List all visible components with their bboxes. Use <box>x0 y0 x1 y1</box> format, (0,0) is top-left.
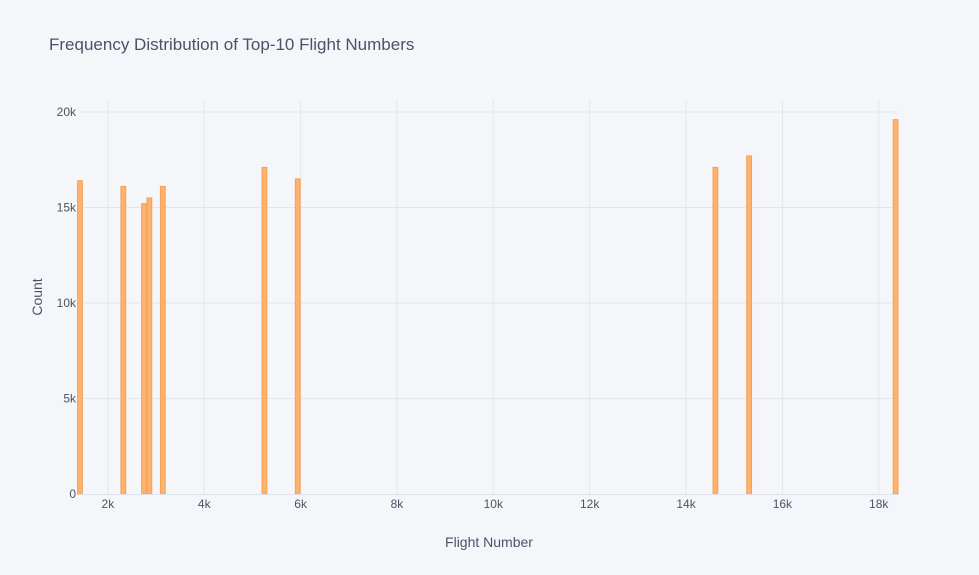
y-tick-label: 0 <box>69 487 76 501</box>
y-tick-label: 20k <box>57 105 77 119</box>
x-tick-label: 12k <box>580 497 600 511</box>
x-tick-label: 4k <box>198 497 212 511</box>
grid-lines <box>79 100 898 494</box>
y-tick-label: 15k <box>57 201 77 215</box>
x-tick-label: 2k <box>102 497 116 511</box>
y-axis-title: Count <box>29 278 45 315</box>
y-tick-label: 5k <box>63 392 77 406</box>
x-tick-label: 8k <box>391 497 405 511</box>
x-tick-label: 16k <box>773 497 793 511</box>
x-tick-label: 14k <box>676 497 696 511</box>
bar[interactable] <box>141 203 147 495</box>
bar[interactable] <box>77 180 83 495</box>
bars <box>77 119 899 495</box>
bar[interactable] <box>146 197 153 495</box>
x-tick-label: 6k <box>294 497 308 511</box>
x-axis-title: Flight Number <box>445 534 533 550</box>
bar[interactable] <box>712 166 719 495</box>
bar[interactable] <box>159 185 166 495</box>
x-tick-label: 18k <box>869 497 889 511</box>
bar[interactable] <box>294 178 301 495</box>
bar[interactable] <box>120 185 127 495</box>
bar[interactable] <box>746 155 753 495</box>
chart-title: Frequency Distribution of Top-10 Flight … <box>49 35 414 54</box>
bar[interactable] <box>892 119 899 495</box>
bar[interactable] <box>261 166 268 495</box>
tick-labels: 2k 4k 6k 8k 10k 12k 14k 16k 18k 0 5k 10k 15k 20k <box>57 105 890 511</box>
y-tick-label: 10k <box>57 296 77 310</box>
x-tick-label: 10k <box>484 497 504 511</box>
